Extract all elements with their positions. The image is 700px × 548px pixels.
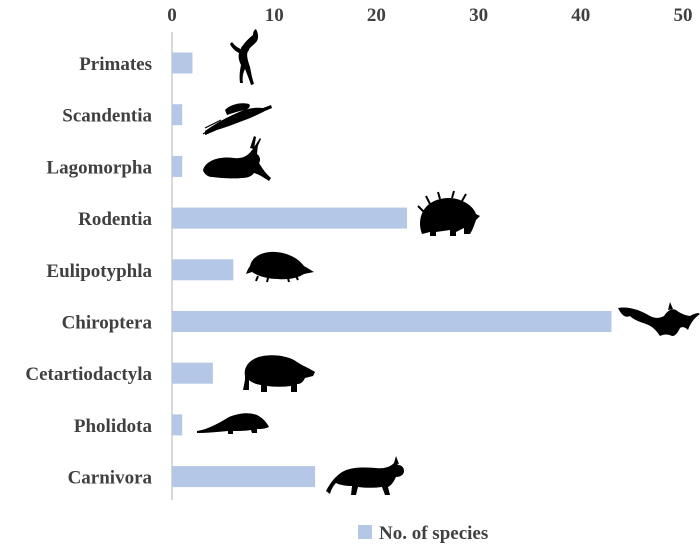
treeshrew-icon [202,103,272,135]
rabbit-icon [203,136,271,181]
category-label: Eulipotyphla [46,261,152,282]
bars-layer [172,52,612,488]
legend: No. of species [358,523,488,544]
category-label: Scandentia [62,106,152,127]
bar [172,466,316,488]
shrew-icon [246,251,314,283]
axis-layer: 0 10 20 30 40 50 Primates Scandentia Lagomorpha R… [25,5,693,500]
x-tick-label: 50 [674,5,693,26]
x-tick-label: 30 [469,5,488,26]
pangolin-icon [197,413,269,434]
bar [172,104,183,126]
x-tick-label: 20 [367,5,386,26]
boar-icon [243,355,315,392]
category-label: Lagomorpha [46,157,152,178]
bar [172,414,183,436]
legend-swatch [358,525,372,539]
bar [172,362,213,384]
bar [172,259,234,281]
category-label: Primates [79,54,152,75]
monkey-icon [230,29,259,85]
bar [172,311,612,332]
bar [172,52,193,74]
bar [172,155,183,177]
porcupine-icon [417,190,480,236]
icons-layer [197,29,700,495]
x-tick-label: 40 [571,5,590,26]
x-tick-label: 0 [167,5,177,26]
bat-icon [618,302,700,336]
category-label: Chiroptera [62,313,153,334]
legend-label: No. of species [379,523,488,544]
category-label: Pholidota [74,416,153,437]
x-tick-label: 10 [265,5,284,26]
wildcat-icon [326,456,404,495]
category-label: Carnivora [68,468,153,489]
category-label: Rodentia [78,209,152,230]
bar [172,207,408,229]
category-label: Cetartiodactyla [25,364,152,385]
